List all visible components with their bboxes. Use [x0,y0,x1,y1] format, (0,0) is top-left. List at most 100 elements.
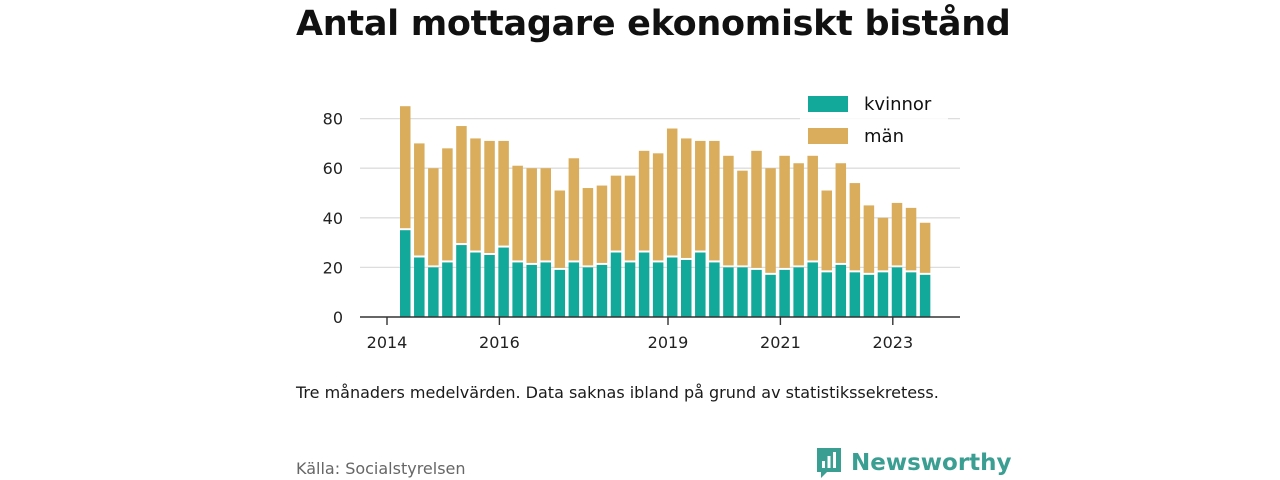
legend-swatch [808,96,848,112]
bar-man [849,183,861,271]
bar-man [624,175,636,261]
bar-kvinnor [849,272,861,317]
bar-man [526,168,537,263]
bar-man [428,168,439,266]
bar-man [652,153,664,261]
bar-kvinnor [793,267,804,317]
bar-man [666,128,678,256]
bar-man [891,202,903,266]
bar-man [512,165,523,261]
bar-kvinnor [666,257,678,317]
bar-kvinnor [905,272,917,317]
bar-man [877,217,889,271]
bar-man [723,155,734,266]
bar-kvinnor [723,267,734,317]
bar-man [919,222,931,273]
bar-man [554,190,566,268]
stacked-bar-chart: 0 20 40 60 80 2014 2016 2019 2021 2023 kvinnor mä… [322,86,960,352]
source-text: Källa: Socialstyrelsen [296,459,466,478]
bar-kvinnor [526,264,537,317]
bar-kvinnor [737,267,748,317]
bar-kvinnor [709,262,720,317]
bar-man [568,158,580,261]
bar-kvinnor [610,252,622,317]
bar-kvinnor [779,269,790,317]
x-tick-label: 2023 [872,333,913,352]
bar-man [414,143,425,256]
legend-label: män [864,126,904,147]
bar-kvinnor [863,274,875,317]
bar-kvinnor [470,252,481,317]
chart-title: Antal mottagare ekonomiskt bistånd [296,4,1011,44]
x-tick-label: 2021 [760,333,801,352]
bar-kvinnor [652,262,664,317]
bar-kvinnor [498,247,509,317]
bar-man [442,148,453,261]
bar-kvinnor [596,264,608,317]
y-tick-label: 60 [323,159,343,178]
newsworthy-logo-icon [817,448,841,478]
y-tick-label: 80 [323,110,343,129]
bar-man [456,126,467,244]
x-tick-label: 2014 [367,333,408,352]
bar-man [540,168,551,261]
bar-man [779,155,790,268]
bar-kvinnor [751,269,762,317]
bar-kvinnor [554,269,566,317]
bar-man [765,168,776,273]
bar-kvinnor [765,274,776,317]
brand-name: Newsworthy [851,450,1012,476]
chart-note: Tre månaders medelvärden. Data saknas ib… [296,383,939,402]
bar-man [610,175,622,251]
bar-man [807,155,818,261]
bar-kvinnor [442,262,453,317]
legend-swatch [808,128,848,144]
bar-man [695,140,706,251]
bar-kvinnor [512,262,523,317]
bar-kvinnor [821,272,832,317]
y-tick-label: 0 [333,308,343,327]
bars [360,106,960,318]
bar-kvinnor [624,262,636,317]
bar-man [835,163,847,263]
bar-man [793,163,804,266]
y-tick-label: 20 [323,258,343,277]
bar-man [751,150,762,268]
bar-man [484,140,495,253]
bar-kvinnor [638,252,650,317]
y-tick-label: 40 [323,209,343,228]
bar-kvinnor [891,267,903,317]
bar-kvinnor [582,267,594,317]
x-axis-ticks: 2014 2016 2019 2021 2023 [367,317,913,352]
bar-kvinnor [695,252,706,317]
bar-kvinnor [877,272,889,317]
bar-man [596,185,608,263]
bar-kvinnor [681,259,692,317]
bar-man [400,106,411,229]
bar-man [863,205,875,273]
y-axis-ticks: 0 20 40 60 80 [323,110,343,327]
bar-kvinnor [807,262,818,317]
bar-kvinnor [919,274,931,317]
legend: kvinnor män [800,86,948,152]
bar-man [638,150,650,251]
bar-man [470,138,481,251]
bar-kvinnor [484,255,495,317]
legend-label: kvinnor [864,94,932,115]
bar-kvinnor [540,262,551,317]
bar-man [681,138,692,258]
bar-kvinnor [414,257,425,317]
bar-kvinnor [835,264,847,317]
bar-man [709,140,720,261]
bar-man [905,207,917,271]
bar-kvinnor [568,262,580,317]
bar-man [737,170,748,266]
bar-kvinnor [428,267,439,317]
x-tick-label: 2016 [479,333,520,352]
bar-man [498,140,509,246]
x-tick-label: 2019 [648,333,689,352]
bar-man [582,188,594,266]
bar-man [821,190,832,271]
brand-logo: Newsworthy [815,446,1012,480]
bar-kvinnor [456,245,467,317]
